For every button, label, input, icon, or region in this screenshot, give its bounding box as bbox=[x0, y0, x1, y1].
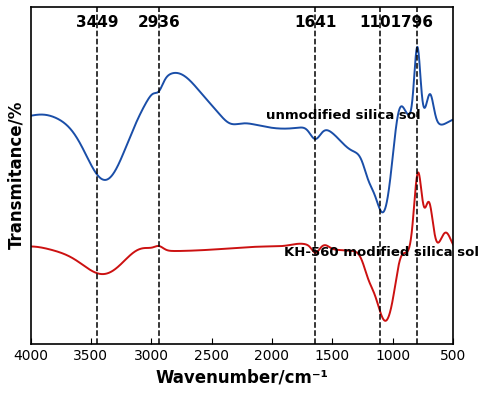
Text: 1101: 1101 bbox=[360, 15, 402, 30]
Y-axis label: Transmitance/%: Transmitance/% bbox=[7, 101, 25, 250]
Text: unmodified silica sol: unmodified silica sol bbox=[266, 109, 420, 122]
Text: 2936: 2936 bbox=[138, 15, 180, 30]
X-axis label: Wavenumber/cm⁻¹: Wavenumber/cm⁻¹ bbox=[156, 368, 328, 386]
Text: 3449: 3449 bbox=[76, 15, 118, 30]
Text: 796: 796 bbox=[402, 15, 434, 30]
Text: 1641: 1641 bbox=[294, 15, 337, 30]
Text: KH-560 modified silica sol: KH-560 modified silica sol bbox=[284, 246, 479, 259]
